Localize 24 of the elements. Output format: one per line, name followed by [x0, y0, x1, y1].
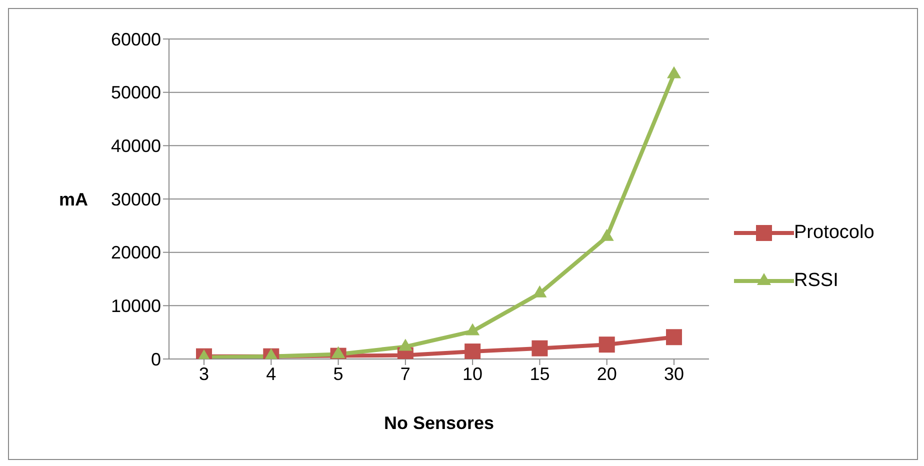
x-tick-label: 5 — [333, 364, 344, 384]
point — [466, 323, 480, 336]
y-tick-label: 40000 — [110, 136, 161, 156]
x-tick-label: 15 — [530, 364, 550, 384]
point — [667, 66, 681, 78]
x-tick-label: 4 — [266, 364, 276, 384]
y-axis-title: mA — [59, 189, 88, 210]
x-tick-label: 20 — [596, 364, 617, 384]
point — [532, 285, 547, 298]
legend-label: Protocolo — [794, 222, 874, 244]
x-tick-label: 10 — [462, 364, 483, 384]
point — [600, 228, 614, 241]
y-tick-label: 30000 — [110, 189, 161, 210]
point — [398, 338, 412, 351]
x-tick-label: 3 — [198, 364, 210, 384]
y-tick-label: 60000 — [110, 29, 161, 50]
x-axis-title: No Sensores — [384, 413, 494, 433]
legend-label: RSSI — [794, 270, 838, 292]
y-tick-label: 20000 — [110, 242, 161, 263]
y-tick-label: 10000 — [110, 296, 161, 316]
x-tick-label: 30 — [664, 364, 684, 384]
y-tick-label: 0 — [150, 349, 161, 370]
x-tick-label: 7 — [400, 364, 410, 384]
y-tick-label: 50000 — [110, 82, 161, 103]
